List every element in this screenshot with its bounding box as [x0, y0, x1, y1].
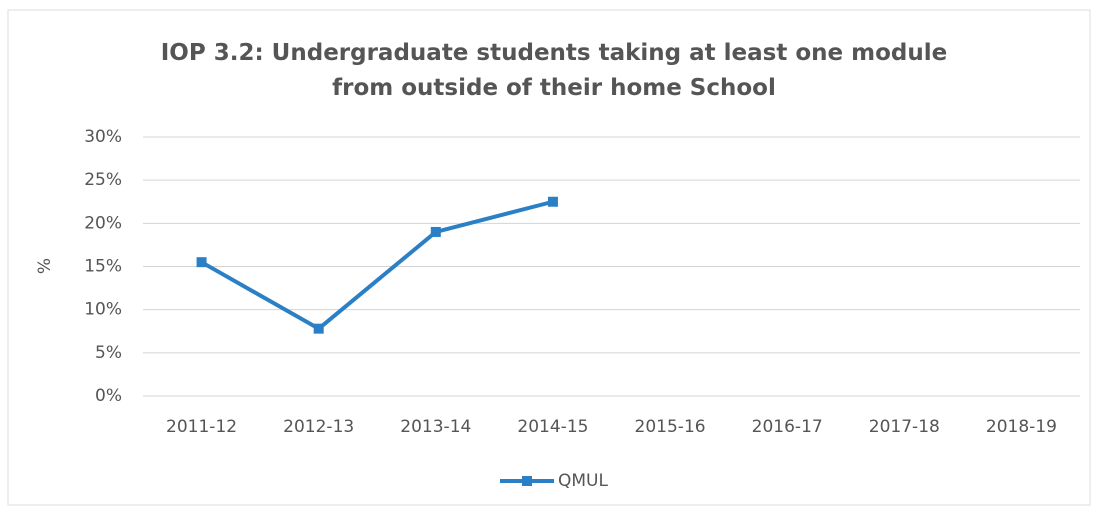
y-tick-label: 5%	[95, 343, 122, 363]
x-tick-label: 2013-14	[400, 417, 471, 437]
y-axis-label: %	[35, 258, 55, 274]
y-tick-label: 30%	[84, 127, 122, 147]
x-tick-label: 2015-16	[635, 417, 706, 437]
chart-title: IOP 3.2: Undergraduate students taking a…	[160, 40, 948, 101]
x-tick-label: 2018-19	[986, 417, 1057, 437]
x-tick-label: 2017-18	[869, 417, 940, 437]
legend-label: QMUL	[558, 471, 608, 491]
y-tick-label: 15%	[84, 257, 122, 277]
legend-marker	[522, 476, 532, 486]
x-tick-label: 2016-17	[752, 417, 823, 437]
x-tick-label: 2014-15	[517, 417, 588, 437]
x-tick-label: 2012-13	[283, 417, 354, 437]
chart-frame	[7, 9, 1091, 506]
x-tick-label: 2011-12	[166, 417, 237, 437]
y-tick-label: 0%	[95, 386, 122, 406]
data-point	[196, 257, 207, 268]
data-point	[547, 196, 558, 207]
series-line	[200, 199, 554, 331]
y-tick-label: 25%	[84, 170, 122, 190]
data-point	[430, 226, 441, 237]
y-tick-label: 10%	[84, 300, 122, 320]
data-point	[313, 323, 324, 334]
y-tick-label: 20%	[84, 213, 122, 233]
